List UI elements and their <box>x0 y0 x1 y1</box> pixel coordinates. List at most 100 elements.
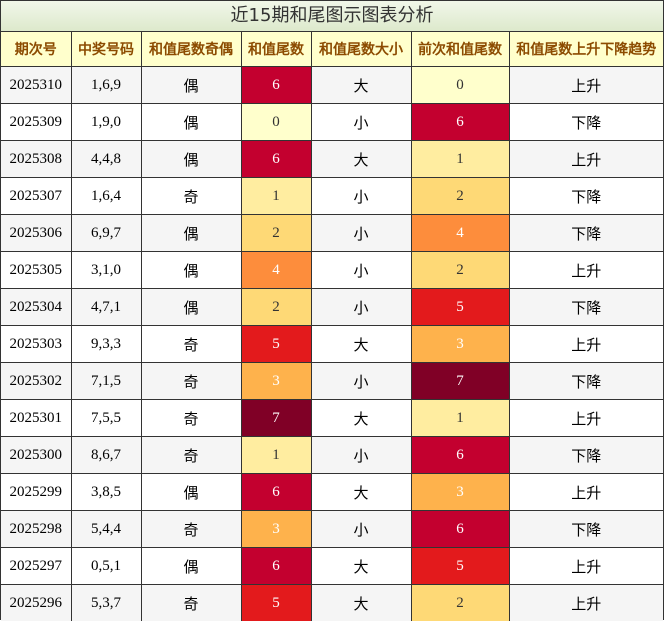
cell-tail: 7 <box>241 400 311 437</box>
cell-size: 大 <box>311 585 411 621</box>
cell-parity: 奇 <box>141 400 241 437</box>
cell-parity: 奇 <box>141 437 241 474</box>
cell-period: 2025308 <box>1 141 71 178</box>
cell-size: 小 <box>311 437 411 474</box>
cell-period: 2025303 <box>1 326 71 363</box>
cell-numbers: 5,4,4 <box>71 511 141 548</box>
cell-parity: 偶 <box>141 289 241 326</box>
cell-size: 小 <box>311 178 411 215</box>
cell-tail: 2 <box>241 215 311 252</box>
header-row: 期次号 中奖号码 和值尾数奇偶 和值尾数 和值尾数大小 前次和值尾数 和值尾数上… <box>1 32 663 67</box>
header-prev-tail: 前次和值尾数 <box>411 32 509 67</box>
header-trend: 和值尾数上升下降趋势 <box>509 32 663 67</box>
cell-prev-tail: 2 <box>411 178 509 215</box>
cell-period: 2025299 <box>1 474 71 511</box>
cell-size: 小 <box>311 511 411 548</box>
cell-trend: 下降 <box>509 511 663 548</box>
cell-period: 2025306 <box>1 215 71 252</box>
cell-prev-tail: 5 <box>411 548 509 585</box>
cell-numbers: 4,4,8 <box>71 141 141 178</box>
cell-prev-tail: 1 <box>411 141 509 178</box>
header-tail: 和值尾数 <box>241 32 311 67</box>
cell-prev-tail: 3 <box>411 326 509 363</box>
cell-tail: 6 <box>241 474 311 511</box>
cell-numbers: 8,6,7 <box>71 437 141 474</box>
cell-numbers: 3,1,0 <box>71 252 141 289</box>
cell-parity: 偶 <box>141 67 241 104</box>
cell-prev-tail: 6 <box>411 104 509 141</box>
page-title: 近15期和尾图示图表分析 <box>1 1 663 32</box>
cell-tail: 3 <box>241 511 311 548</box>
cell-numbers: 1,9,0 <box>71 104 141 141</box>
cell-parity: 奇 <box>141 511 241 548</box>
cell-prev-tail: 5 <box>411 289 509 326</box>
cell-numbers: 0,5,1 <box>71 548 141 585</box>
cell-trend: 下降 <box>509 215 663 252</box>
cell-tail: 6 <box>241 67 311 104</box>
cell-period: 2025304 <box>1 289 71 326</box>
cell-prev-tail: 2 <box>411 252 509 289</box>
cell-trend: 下降 <box>509 437 663 474</box>
cell-size: 大 <box>311 474 411 511</box>
cell-prev-tail: 1 <box>411 400 509 437</box>
cell-size: 大 <box>311 67 411 104</box>
cell-parity: 奇 <box>141 363 241 400</box>
header-numbers: 中奖号码 <box>71 32 141 67</box>
cell-parity: 偶 <box>141 215 241 252</box>
header-period: 期次号 <box>1 32 71 67</box>
cell-tail: 6 <box>241 548 311 585</box>
cell-trend: 上升 <box>509 585 663 621</box>
cell-parity: 偶 <box>141 141 241 178</box>
cell-size: 大 <box>311 400 411 437</box>
cell-parity: 奇 <box>141 326 241 363</box>
cell-trend: 上升 <box>509 141 663 178</box>
cell-size: 小 <box>311 252 411 289</box>
cell-size: 大 <box>311 548 411 585</box>
cell-size: 小 <box>311 289 411 326</box>
cell-trend: 下降 <box>509 178 663 215</box>
cell-period: 2025301 <box>1 400 71 437</box>
cell-size: 大 <box>311 326 411 363</box>
cell-numbers: 1,6,4 <box>71 178 141 215</box>
cell-period: 2025298 <box>1 511 71 548</box>
cell-tail: 4 <box>241 252 311 289</box>
cell-numbers: 3,8,5 <box>71 474 141 511</box>
cell-size: 大 <box>311 141 411 178</box>
cell-tail: 6 <box>241 141 311 178</box>
cell-trend: 上升 <box>509 326 663 363</box>
cell-parity: 奇 <box>141 585 241 621</box>
cell-size: 小 <box>311 363 411 400</box>
cell-period: 2025309 <box>1 104 71 141</box>
cell-tail: 5 <box>241 326 311 363</box>
cell-numbers: 9,3,3 <box>71 326 141 363</box>
cell-tail: 0 <box>241 104 311 141</box>
cell-numbers: 6,9,7 <box>71 215 141 252</box>
cell-prev-tail: 4 <box>411 215 509 252</box>
cell-numbers: 5,3,7 <box>71 585 141 621</box>
cell-numbers: 7,5,5 <box>71 400 141 437</box>
cell-prev-tail: 7 <box>411 363 509 400</box>
cell-trend: 上升 <box>509 548 663 585</box>
cell-trend: 上升 <box>509 474 663 511</box>
cell-trend: 上升 <box>509 252 663 289</box>
cell-parity: 奇 <box>141 178 241 215</box>
cell-trend: 下降 <box>509 289 663 326</box>
cell-tail: 1 <box>241 178 311 215</box>
cell-parity: 偶 <box>141 548 241 585</box>
cell-numbers: 1,6,9 <box>71 67 141 104</box>
cell-parity: 偶 <box>141 252 241 289</box>
cell-period: 2025307 <box>1 178 71 215</box>
cell-numbers: 4,7,1 <box>71 289 141 326</box>
